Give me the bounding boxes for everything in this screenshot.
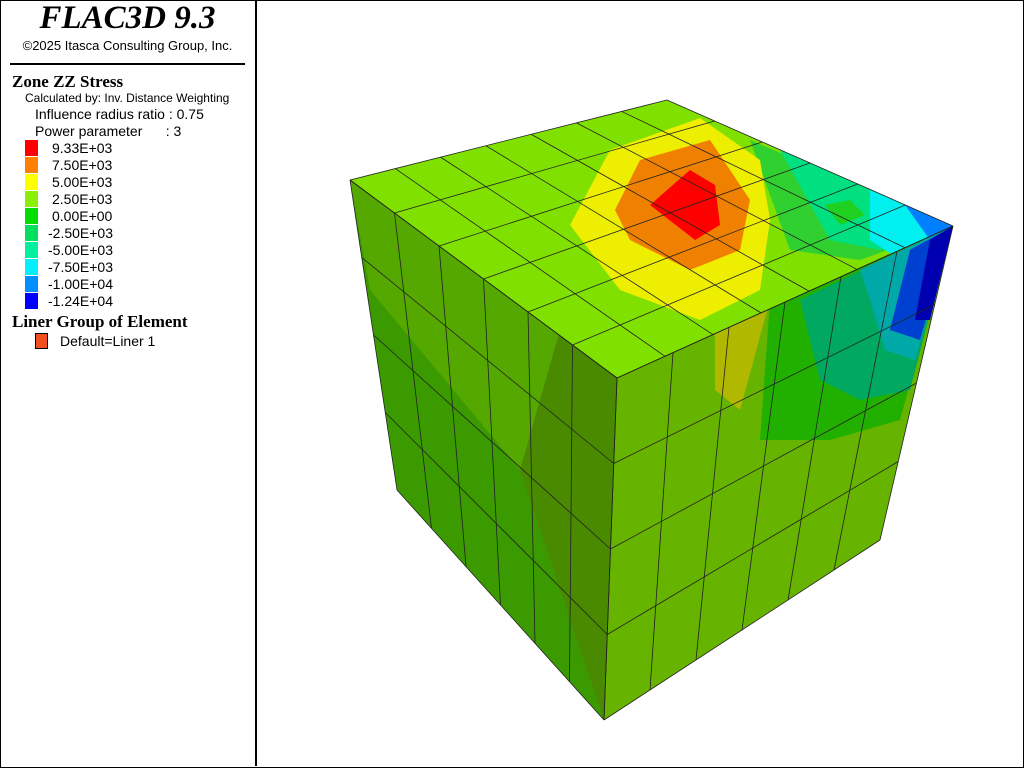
right-face [604,226,953,720]
legend-swatch [25,208,38,224]
mesh-line [349,179,618,379]
group-legend-title: Liner Group of Element [12,312,188,331]
legend-label: 0.00E+00 [52,208,113,224]
mesh-line [610,382,917,550]
mesh-line [527,183,858,313]
mesh-line [396,489,605,721]
mesh-line [349,99,668,181]
legend-swatch [25,293,38,309]
mesh-line [384,412,608,635]
left-face [350,180,617,720]
mesh-line [483,162,811,280]
legend-swatch [25,242,38,258]
legend-setting: Power parameter : 3 [35,123,182,139]
legend-method: Calculated by: Inv. Distance Weighting [25,91,230,105]
legend-swatch [25,140,38,156]
mesh-line [607,461,899,635]
mesh-line [394,120,715,214]
app-title: FLAC3D 9.3 [39,0,216,36]
legend-title: Zone ZZ Stress [12,72,124,91]
legend-swatch [25,174,38,190]
legend-swatch [25,225,38,241]
legend-swatch [25,259,38,275]
legend-label: 2.50E+03 [52,191,113,207]
legend-setting: Influence radius ratio : 0.75 [35,106,204,122]
mesh-line [373,334,611,550]
legend-swatch [25,191,38,207]
mesh-line [572,204,906,346]
mesh-line [438,141,763,247]
model-view [349,99,954,721]
legend-label: -7.50E+03 [48,259,113,275]
top-face [350,100,953,378]
legend-label: -1.24E+04 [48,293,113,309]
legend-label: -1.00E+04 [48,276,113,292]
legend-panel: FLAC3D 9.3 ©2025 Itasca Consulting Group… [0,0,257,766]
group-label: Default=Liner 1 [60,333,156,349]
mesh-line [603,539,881,721]
mesh-line [361,257,615,464]
legend-label: -2.50E+03 [48,225,113,241]
legend-label: 9.33E+03 [52,140,113,156]
mesh-line [616,225,954,379]
legend-label: -5.00E+03 [48,242,113,258]
mesh-lines [349,99,954,721]
legend-label: 7.50E+03 [52,157,113,173]
mesh-line [613,304,935,464]
copyright: ©2025 Itasca Consulting Group, Inc. [22,38,233,53]
legend-swatch [25,276,38,292]
legend-label: 5.00E+03 [52,174,113,190]
legend-swatch [25,157,38,173]
separator [10,63,245,65]
group-swatch [35,333,48,349]
